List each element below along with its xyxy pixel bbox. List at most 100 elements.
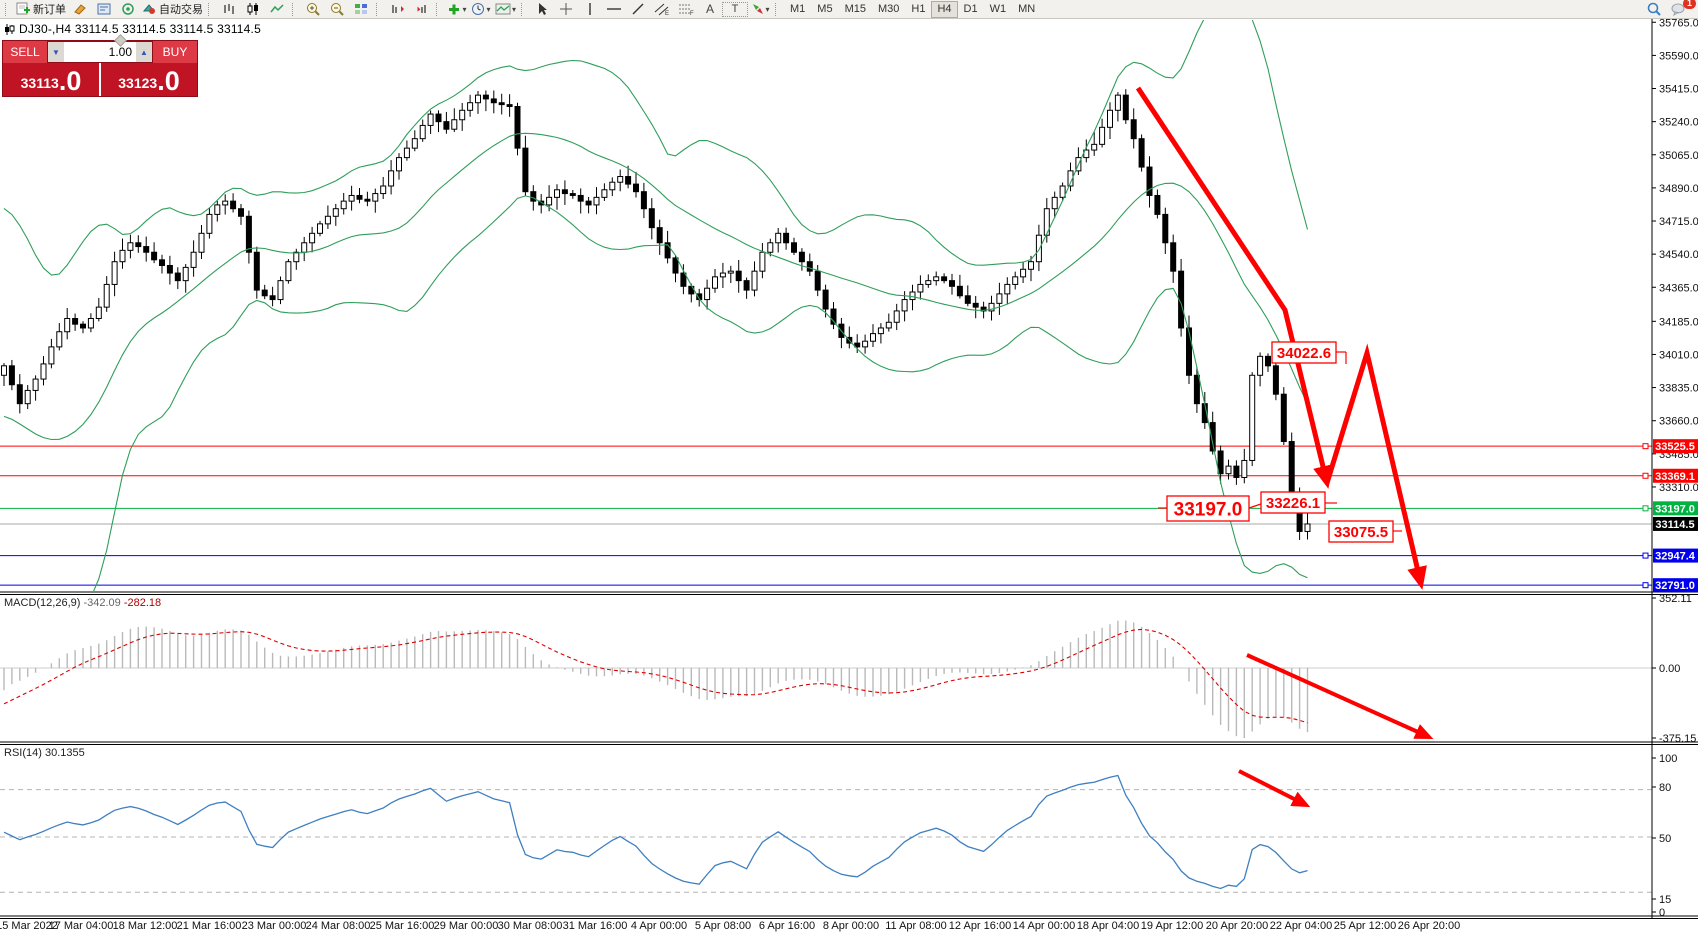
tab-timeframe-m1[interactable]: M1 xyxy=(790,2,806,15)
trend-arrow[interactable] xyxy=(1135,86,1333,489)
candle-body xyxy=(806,261,813,272)
time-tick-label: 6 Apr 16:00 xyxy=(759,920,815,932)
trendline-tool-button[interactable] xyxy=(626,1,650,18)
search-icon xyxy=(1647,2,1661,16)
candles-series xyxy=(1,89,1311,540)
tab-timeframe-h1[interactable]: H1 xyxy=(911,2,926,15)
axis-price-label[interactable] xyxy=(1653,548,1698,563)
axis-price-label[interactable] xyxy=(1653,516,1698,531)
channel-tool-button[interactable]: E xyxy=(650,1,674,18)
tab-timeframe-h4[interactable]: H4 xyxy=(931,0,958,18)
tile-windows-button[interactable] xyxy=(349,1,373,18)
volume-input[interactable] xyxy=(64,42,136,62)
tab-timeframe-m30[interactable]: M30 xyxy=(877,2,900,15)
tab-timeframe-w1[interactable]: W1 xyxy=(989,2,1007,15)
toolbar-grip xyxy=(775,2,780,16)
rsi-trend-arrow[interactable] xyxy=(1238,769,1311,808)
tab-timeframe-m5[interactable]: M5 xyxy=(817,2,833,15)
text-label-tool-button[interactable]: T xyxy=(722,1,749,17)
price-line-handle[interactable] xyxy=(1642,472,1649,479)
vertical-line-tool-button[interactable] xyxy=(578,1,602,18)
crosshair-icon xyxy=(560,3,573,15)
candle-body xyxy=(506,104,513,108)
price-line-handle[interactable] xyxy=(1642,582,1649,589)
signal-button[interactable] xyxy=(116,1,140,18)
candle-body xyxy=(680,272,687,287)
candle-body xyxy=(1304,523,1311,532)
auto-trading-button[interactable]: 自动交易 xyxy=(140,1,205,18)
text-tool-button[interactable]: A xyxy=(706,2,715,16)
price-annotation-box[interactable] xyxy=(1166,495,1250,522)
market-depth-button[interactable] xyxy=(92,1,116,18)
price-tick-label: 33835.0 xyxy=(1659,383,1698,395)
price-line-handle[interactable] xyxy=(1642,505,1649,512)
buy-price[interactable]: 33123.0 xyxy=(101,63,197,96)
price-tick-label: 33660.0 xyxy=(1659,416,1698,428)
cursor-tool-button[interactable] xyxy=(530,1,554,18)
tab-timeframe-m15[interactable]: M15 xyxy=(844,2,866,15)
axis-price-label-text: 33197.0 xyxy=(1655,503,1695,515)
candle-body xyxy=(261,289,268,297)
volume-decrease-button[interactable]: ▼ xyxy=(48,42,64,62)
rsi-axis-tick: 100 xyxy=(1659,753,1677,765)
chat-button[interactable]: 1 xyxy=(1666,0,1696,18)
volume-increase-button[interactable]: ▲ xyxy=(136,42,152,62)
new-order-label: 新订单 xyxy=(33,4,66,16)
candle-chart-mode-button[interactable] xyxy=(241,1,265,18)
candle-body xyxy=(56,331,63,348)
time-tick-label: 18 Mar 12:00 xyxy=(113,920,178,932)
equidistant-channel-icon: E xyxy=(654,3,669,16)
macd-trend-arrow[interactable] xyxy=(1246,653,1434,739)
price-annotation-box[interactable] xyxy=(1328,520,1394,543)
templates-button[interactable]: ▾ xyxy=(493,1,518,18)
axis-price-label[interactable] xyxy=(1653,439,1698,454)
crayon-button[interactable] xyxy=(68,1,92,18)
price-annotation-box[interactable] xyxy=(1260,491,1326,514)
bar-chart-mode-button[interactable] xyxy=(217,1,241,18)
candle-body xyxy=(119,249,126,263)
fibonacci-tool-button[interactable]: F xyxy=(674,1,698,18)
candle-body xyxy=(403,147,410,159)
price-line-handle[interactable] xyxy=(1642,552,1649,559)
time-tick-label: 25 Mar 16:00 xyxy=(370,920,435,932)
sell-button[interactable]: SELL xyxy=(3,41,47,63)
candle-body xyxy=(451,119,458,130)
price-annotation-box[interactable] xyxy=(1271,341,1337,364)
market-depth-icon xyxy=(97,3,111,15)
zoom-in-button[interactable] xyxy=(301,1,325,18)
candle-body xyxy=(1028,261,1034,270)
candle-body xyxy=(396,157,402,172)
tab-timeframe-d1[interactable]: D1 xyxy=(963,2,978,15)
add-indicator-button[interactable]: ▾ xyxy=(445,1,469,18)
search-button[interactable] xyxy=(1642,1,1666,18)
candle-body xyxy=(245,215,252,253)
candle-body xyxy=(514,106,521,149)
axis-price-label[interactable] xyxy=(1653,468,1698,483)
crosshair-tool-button[interactable] xyxy=(554,1,578,18)
chart-shift-button[interactable] xyxy=(409,1,433,18)
new-order-icon xyxy=(16,2,30,15)
candle-body xyxy=(901,299,908,312)
line-chart-mode-button[interactable] xyxy=(265,1,289,18)
trend-arrow[interactable] xyxy=(1324,343,1427,590)
candle-body xyxy=(1059,185,1066,198)
new-order-button[interactable]: 新订单 xyxy=(14,1,68,18)
tab-timeframe-mn[interactable]: MN xyxy=(1018,2,1036,15)
arrows-tool-button[interactable]: ▾ xyxy=(748,1,772,18)
chart-canvas[interactable]: 35765.0 35590.0 35415.0 35240.0 35065.0 34890… xyxy=(0,19,1698,935)
periods-clock-button[interactable]: ▾ xyxy=(469,1,493,18)
auto-scroll-button[interactable] xyxy=(385,1,409,18)
horizontal-line-tool-button[interactable] xyxy=(602,1,626,18)
candle-body xyxy=(459,109,466,121)
chart-shift-icon xyxy=(417,5,425,13)
candle-body xyxy=(538,200,545,206)
time-tick-label: 20 Apr 20:00 xyxy=(1206,920,1268,932)
candle-body xyxy=(648,208,655,229)
zoom-out-button[interactable] xyxy=(325,1,349,18)
axis-price-label[interactable] xyxy=(1653,501,1698,516)
buy-button[interactable]: BUY xyxy=(153,41,197,63)
price-line-handle[interactable] xyxy=(1642,443,1649,450)
axis-price-label[interactable] xyxy=(1653,578,1698,593)
sell-price[interactable]: 33113.0 xyxy=(3,63,101,96)
candle-body xyxy=(206,213,213,234)
